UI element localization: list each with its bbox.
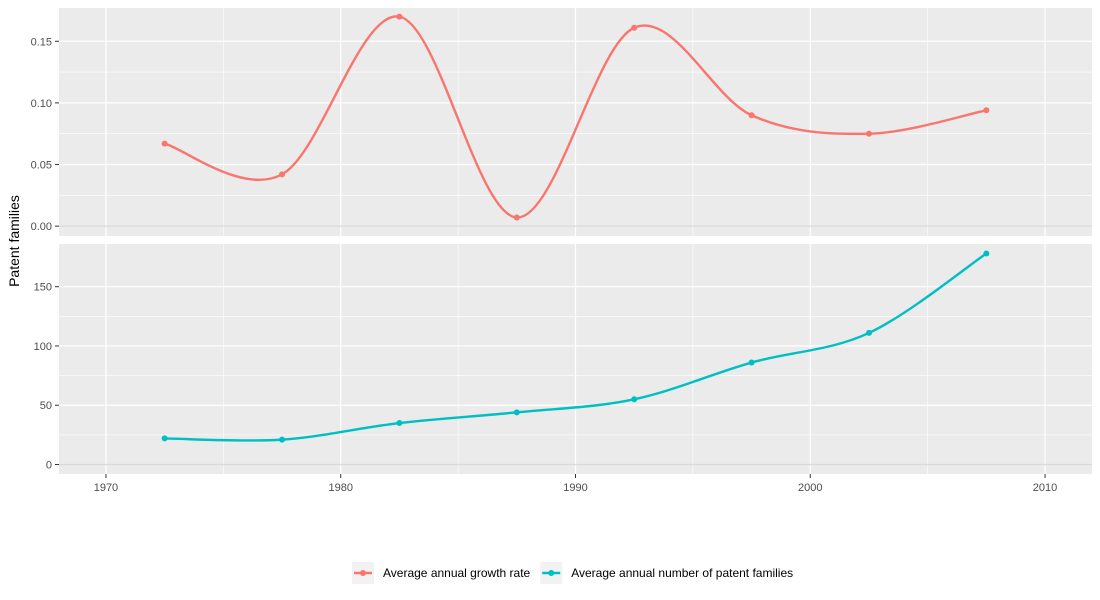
data-point bbox=[396, 420, 403, 427]
x-tick-label: 1990 bbox=[563, 482, 587, 494]
data-point bbox=[161, 140, 168, 147]
data-point bbox=[983, 250, 990, 257]
legend-item-2: Average annual number of patent families bbox=[540, 562, 793, 584]
data-point bbox=[631, 396, 638, 403]
data-point bbox=[513, 409, 520, 416]
y-tick-label: 0.00 bbox=[31, 221, 52, 233]
legend-item-1: Average annual growth rate bbox=[352, 562, 531, 584]
legend-label: Average annual growth rate bbox=[383, 566, 531, 580]
x-tick-label: 2000 bbox=[798, 482, 822, 494]
y-tick-label: 50 bbox=[40, 400, 52, 412]
x-axis: 1970 1980 1990 2000 2010 bbox=[94, 474, 1057, 494]
data-point bbox=[161, 435, 168, 442]
legend: Average annual growth rate Average annual… bbox=[352, 562, 793, 584]
y-axis-title: Patent families bbox=[6, 195, 22, 287]
data-point bbox=[865, 130, 872, 137]
data-point bbox=[396, 13, 403, 20]
x-tick-label: 1980 bbox=[328, 482, 352, 494]
y-tick-label: 0.05 bbox=[31, 160, 52, 172]
data-point bbox=[513, 214, 520, 221]
data-point bbox=[279, 171, 286, 178]
y-tick-label: 0 bbox=[46, 460, 52, 472]
data-point bbox=[279, 436, 286, 443]
data-point bbox=[748, 112, 755, 119]
legend-key-point bbox=[360, 570, 366, 576]
plot-panels: 0.00 0.05 0.10 0.15 0 50 100 150 bbox=[31, 8, 1092, 474]
data-point bbox=[983, 107, 990, 114]
data-point bbox=[748, 359, 755, 366]
x-tick-label: 1970 bbox=[94, 482, 118, 494]
data-point bbox=[631, 24, 638, 31]
panel-2: 0 50 100 150 bbox=[34, 244, 1092, 474]
panel-1: 0.00 0.05 0.10 0.15 bbox=[31, 8, 1092, 236]
series-line bbox=[163, 15, 988, 219]
data-point bbox=[865, 329, 872, 336]
series-line bbox=[163, 252, 988, 442]
x-tick-label: 2010 bbox=[1033, 482, 1057, 494]
legend-key-point bbox=[548, 570, 555, 576]
y-tick-label: 150 bbox=[34, 282, 52, 294]
y-tick-label: 0.15 bbox=[31, 36, 52, 48]
legend-label: Average annual number of patent families bbox=[571, 566, 793, 580]
y-tick-label: 100 bbox=[34, 341, 52, 353]
y-tick-label: 0.10 bbox=[31, 98, 52, 110]
